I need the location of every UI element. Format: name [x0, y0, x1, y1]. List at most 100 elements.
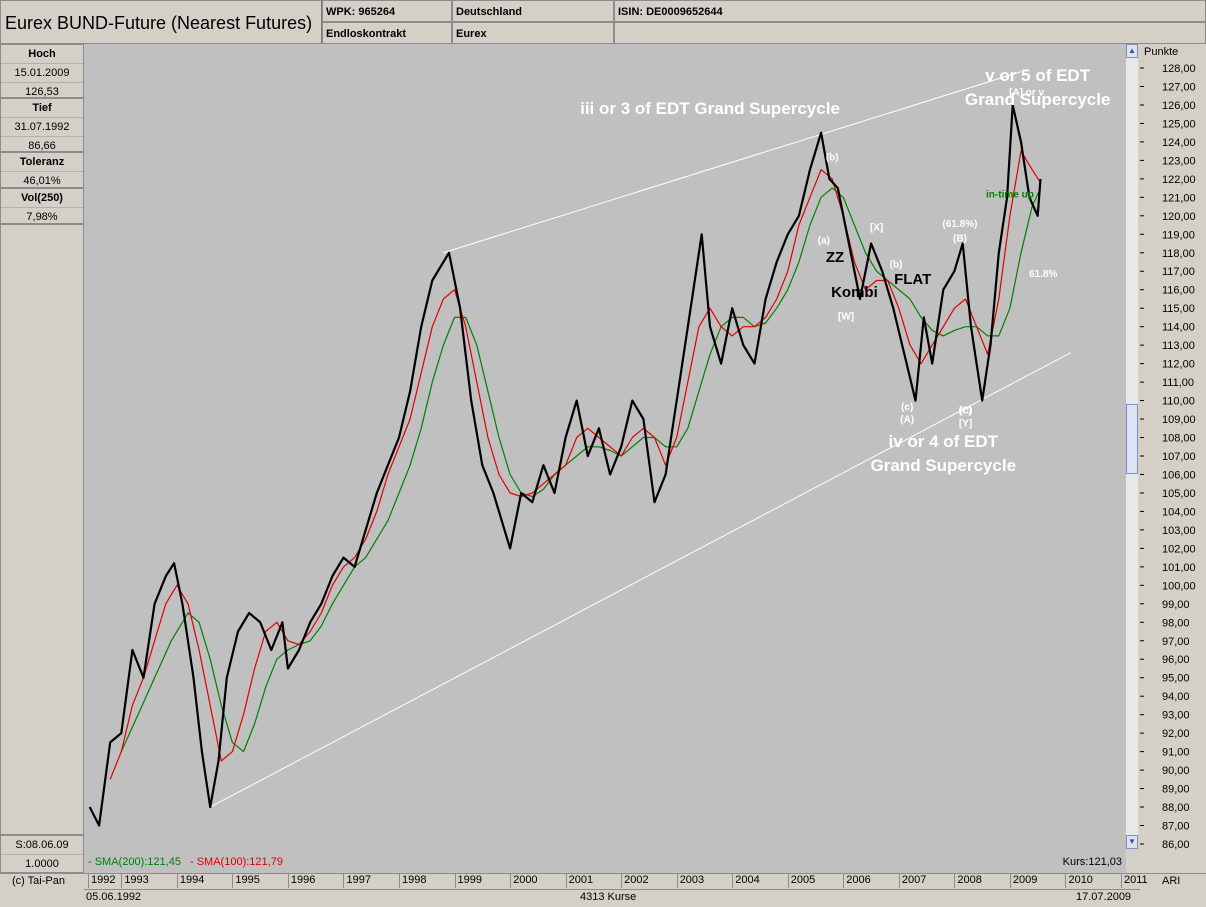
- annotation-17: (C): [959, 406, 973, 417]
- price-chart[interactable]: v or 5 of EDT Grand Supercycle iii or 3 of…: [84, 44, 1126, 873]
- y-tick-label: 88,00: [1162, 802, 1190, 814]
- y-tick-label: 86,00: [1162, 839, 1190, 851]
- annotation-2: iii or 3 of EDT Grand Supercycle: [580, 99, 840, 118]
- annotation-21: FLAT: [894, 271, 931, 288]
- annotations: v or 5 of EDT Grand Supercycle iii or 3 of…: [580, 66, 1110, 475]
- annotation-16: (c): [959, 406, 971, 417]
- y-tick-label: 95,00: [1162, 673, 1190, 685]
- country-field: Deutschland: [452, 0, 614, 22]
- high-value: 126,53: [25, 86, 59, 98]
- x-tick-label: 1995: [232, 873, 260, 888]
- y-tick-label: 99,00: [1162, 599, 1190, 611]
- x-tick-label: 2009: [1009, 873, 1037, 888]
- y-tick-label: 103,00: [1162, 525, 1196, 537]
- annotation-6: (b): [826, 152, 839, 163]
- trendline-1: [209, 352, 1072, 808]
- wpk-field: WPK: 965264: [322, 0, 452, 22]
- annotation-4: Grand Supercycle: [871, 456, 1017, 475]
- split-date: S:08.06.09: [1, 836, 83, 855]
- low-label: Tief: [1, 99, 83, 118]
- sma200-line: [120, 187, 1042, 753]
- y-tick-label: 125,00: [1162, 118, 1196, 130]
- footer-bar: [0, 873, 1206, 907]
- price-line: [88, 103, 1042, 827]
- footer-divider: [84, 889, 1140, 890]
- high-date: 15.01.2009: [1, 64, 83, 83]
- y-tick-label: 120,00: [1162, 211, 1196, 223]
- y-tick-label: 92,00: [1162, 728, 1190, 740]
- y-tick-label: 105,00: [1162, 488, 1196, 500]
- y-tick-label: 118,00: [1162, 248, 1195, 260]
- y-tick-label: 102,00: [1162, 543, 1196, 555]
- x-tick-label: 2006: [843, 873, 871, 888]
- y-tick-label: 117,00: [1162, 266, 1195, 278]
- exchange-field: Eurex: [452, 22, 614, 44]
- x-tick-label: 2000: [510, 873, 538, 888]
- y-tick-label: 115,00: [1162, 303, 1195, 315]
- header-empty-cell: [614, 22, 1206, 44]
- y-tick-label: 100,00: [1162, 580, 1196, 592]
- instrument-title: Eurex BUND-Future (Nearest Futures): [0, 0, 322, 44]
- annotation-22: in-time up: [986, 189, 1034, 200]
- annotation-1: Grand Supercycle: [965, 90, 1111, 109]
- y-tick-label: 98,00: [1162, 617, 1190, 629]
- annotation-3: iv or 4 of EDT: [888, 432, 998, 451]
- isin-field: ISIN: DE0009652644: [614, 0, 1206, 22]
- volatility-value: 7,98%: [26, 211, 58, 223]
- tolerance-panel: Toleranz 46,01%: [0, 152, 84, 188]
- annotation-14: (c): [901, 402, 913, 413]
- data-count: 4313 Kurse: [580, 891, 637, 903]
- x-tick-label: 1992: [88, 873, 115, 888]
- volatility-panel: Vol(250) 7,98%: [0, 188, 84, 224]
- low-panel: Tief 31.07.1992 86,66: [0, 98, 84, 152]
- y-tick-label: 109,00: [1162, 414, 1196, 426]
- annotation-0: v or 5 of EDT: [985, 66, 1090, 85]
- y-tick-label: 90,00: [1162, 765, 1190, 777]
- tolerance-label: Toleranz: [1, 153, 83, 172]
- y-tick-label: 116,00: [1162, 285, 1195, 297]
- y-tick-label: 91,00: [1162, 747, 1190, 759]
- x-tick-label: 1999: [454, 873, 482, 888]
- sidebar-empty: [0, 224, 84, 835]
- annotation-20: Kombi: [831, 284, 878, 301]
- y-tick-label: 112,00: [1162, 359, 1195, 371]
- annotation-5: [A] or v: [1009, 88, 1044, 99]
- annotation-11: (B): [953, 234, 967, 245]
- x-tick-label: 2007: [898, 873, 926, 888]
- y-tick-label: 121,00: [1162, 192, 1196, 204]
- annotation-15: (A): [900, 415, 914, 426]
- scroll-up-button[interactable]: ▲: [1126, 44, 1138, 58]
- high-label: Hoch: [1, 45, 83, 64]
- sma200-legend: - SMA(200):121,45: [88, 856, 181, 868]
- y-tick-label: 108,00: [1162, 433, 1196, 445]
- scroll-thumb[interactable]: [1126, 404, 1138, 474]
- x-tick-label: 2005: [787, 873, 815, 888]
- low-value: 86,66: [28, 140, 56, 152]
- x-tick-label: 2003: [676, 873, 704, 888]
- annotation-9: (b): [890, 260, 903, 271]
- copyright-text: (c) Tai-Pan: [12, 875, 65, 887]
- y-tick-label: 106,00: [1162, 469, 1196, 481]
- x-tick-label: 1996: [287, 873, 315, 888]
- tolerance-value: 46,01%: [23, 175, 61, 187]
- scroll-down-button[interactable]: ▼: [1126, 835, 1138, 849]
- y-tick-label: 113,00: [1162, 340, 1195, 352]
- y-tick-label: 94,00: [1162, 691, 1190, 703]
- end-date: 17.07.2009: [1076, 891, 1132, 903]
- y-tick-label: 123,00: [1162, 155, 1196, 167]
- chart-background: [84, 44, 1126, 873]
- x-tick-label: 2002: [621, 873, 649, 888]
- y-tick-label: 93,00: [1162, 710, 1190, 722]
- x-tick-label: 2001: [565, 873, 593, 888]
- sma-legend: - SMA(200):121,45 - SMA(100):121,79: [88, 856, 283, 868]
- x-tick-label: 2011: [1121, 873, 1148, 888]
- annotation-8: [X]: [870, 223, 883, 234]
- y-tick-label: 107,00: [1162, 451, 1196, 463]
- y-tick-label: 89,00: [1162, 784, 1190, 796]
- split-factor: 1.0000: [25, 858, 59, 870]
- annotation-7: (a): [818, 236, 830, 247]
- y-tick-label: 127,00: [1162, 81, 1196, 93]
- series-group: [88, 103, 1042, 827]
- x-tick-label: 2004: [732, 873, 760, 888]
